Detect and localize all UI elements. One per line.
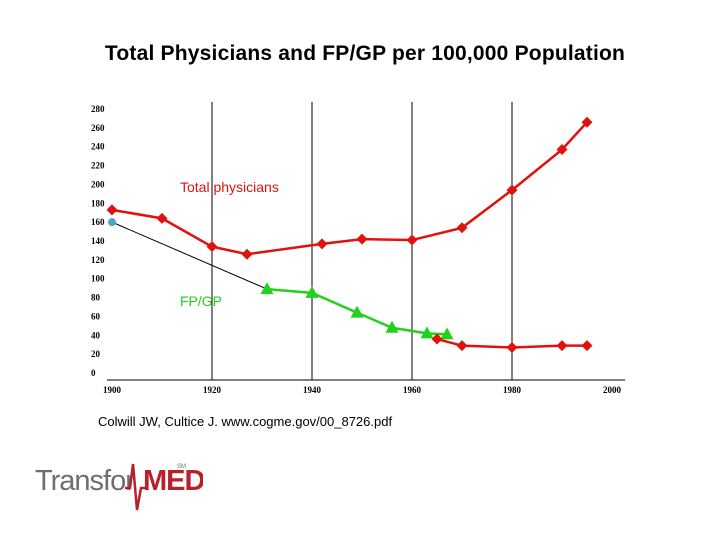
- data-point-diamond: [206, 241, 218, 253]
- x-tick-label: 1900: [103, 385, 122, 395]
- data-point-diamond: [506, 342, 518, 354]
- data-point-triangle: [440, 327, 454, 340]
- data-point-diamond: [156, 212, 168, 224]
- data-point-diamond: [456, 340, 468, 352]
- logo-service-mark: SM: [177, 464, 186, 470]
- x-tick-labels: 1900 1920 1940 1960 1980 2000: [103, 385, 622, 395]
- chart-title: Total Physicians and FP/GP per 100,000 P…: [104, 42, 626, 65]
- gridlines: [107, 102, 625, 381]
- data-point-triangle: [420, 326, 434, 339]
- y-tick-labels: 0 20 40 60 80 100 120 140 160 180 200 220 240 260 280: [91, 104, 105, 378]
- y-tick-label: 60: [91, 311, 101, 321]
- series-markers: [106, 116, 593, 354]
- y-tick-label: 180: [91, 198, 105, 208]
- data-point-diamond: [106, 204, 118, 216]
- y-tick-label: 140: [91, 236, 105, 246]
- data-point-diamond: [506, 184, 518, 196]
- data-point-diamond: [456, 222, 468, 234]
- annotation-total-physicians: Total physicians: [180, 179, 279, 195]
- data-point-diamond: [406, 234, 418, 246]
- series-annotations: Total physicians FP/GP: [180, 179, 279, 309]
- y-tick-label: 0: [91, 368, 96, 378]
- y-tick-label: 240: [91, 142, 105, 152]
- data-point-diamond: [356, 233, 368, 245]
- data-point-diamond: [581, 116, 593, 128]
- data-point-diamond: [556, 144, 568, 156]
- y-tick-label: 220: [91, 161, 105, 171]
- transformed-logo: Transfor MED SM: [35, 463, 203, 511]
- y-tick-label: 80: [91, 293, 101, 303]
- logo-text-bold: MED: [143, 465, 203, 497]
- data-point-triangle: [305, 285, 319, 298]
- data-point-diamond: [556, 340, 568, 352]
- x-tick-label: 1960: [403, 385, 422, 395]
- series-lines: [111, 121, 588, 349]
- data-point-diamond: [241, 248, 253, 260]
- y-tick-label: 200: [91, 179, 105, 189]
- x-tick-label: 2000: [603, 385, 622, 395]
- y-tick-label: 40: [91, 330, 101, 340]
- y-tick-label: 260: [91, 123, 105, 133]
- y-tick-label: 20: [91, 349, 101, 359]
- y-tick-label: 100: [91, 274, 105, 284]
- y-tick-label: 160: [91, 217, 105, 227]
- annotation-fp-gp: FP/GP: [180, 293, 222, 309]
- data-point-triangle: [260, 282, 274, 295]
- data-point-triangle: [350, 305, 364, 318]
- logo-pulse-icon: [125, 463, 145, 511]
- y-tick-label: 280: [91, 104, 105, 114]
- data-point-triangle: [385, 320, 399, 333]
- source-citation: Colwill JW, Cultice J. www.cogme.gov/00_…: [98, 414, 393, 429]
- data-point-diamond: [316, 238, 328, 250]
- data-point-diamond: [581, 340, 593, 352]
- x-tick-label: 1940: [303, 385, 322, 395]
- x-tick-label: 1980: [503, 385, 522, 395]
- data-point-diamond: [431, 333, 443, 345]
- data-point-circle: [108, 218, 116, 227]
- logo-text-light: Transfor: [35, 465, 135, 497]
- y-tick-label: 120: [91, 255, 105, 265]
- series-line: [111, 221, 268, 290]
- x-tick-label: 1920: [203, 385, 222, 395]
